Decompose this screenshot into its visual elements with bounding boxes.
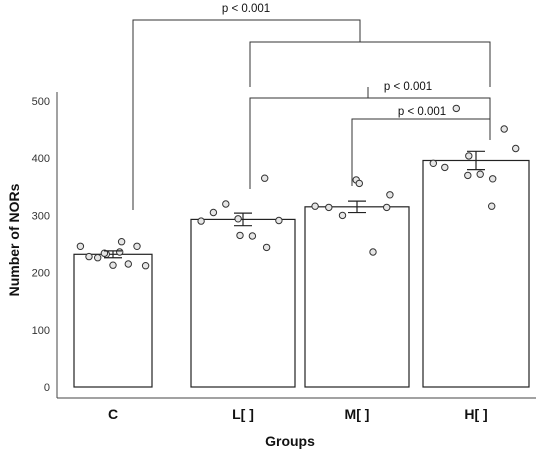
y-tick-label: 500 [32,96,50,108]
data-point [85,252,93,261]
data-point [94,254,102,262]
bars [73,159,530,388]
data-point [338,211,347,220]
error-bar [348,200,366,214]
y-tick-label: 0 [44,382,50,394]
bracket-line [249,41,491,87]
data-point [383,203,391,212]
p-value-label: p < 0.001 [222,3,270,15]
bracket-c-vs-group: p < 0.001 [132,3,361,210]
data-point [476,170,484,178]
data-point [311,202,319,210]
x-tick-label: H[ ] [464,406,487,422]
data-point [261,174,269,182]
data-point [76,242,85,251]
data-point [325,203,333,212]
data-point [465,152,473,160]
bar [422,159,530,388]
significance-brackets: p < 0.001 p < 0.001 p < 0.001 [132,3,491,210]
data-point [197,217,205,225]
data-point [275,216,283,225]
data-point [488,202,496,210]
data-point [452,104,460,113]
data-point [234,215,242,223]
x-tick-label: L[ ] [232,406,254,422]
error-bars [104,150,485,259]
error-bar [234,212,252,227]
bar [190,218,296,388]
error-bar [467,150,485,171]
y-tick-label: 400 [32,153,50,165]
bracket-line [351,118,491,186]
p-value-label: p < 0.001 [384,81,432,93]
data-point [464,171,472,180]
data-point [369,248,377,256]
data-point [141,262,150,270]
data-point [262,243,271,252]
y-tick-label: 100 [32,325,50,337]
data-point [489,175,497,183]
data-point [209,208,218,217]
bracket-l-h-group [249,41,491,87]
bar [304,206,410,388]
data-point [441,163,449,172]
y-tick-label: 300 [32,210,50,222]
x-tick-label: M[ ] [345,406,370,422]
data-point [386,191,394,199]
x-axis-title: Groups [265,433,315,449]
data-point [248,232,257,240]
data-point [500,125,508,133]
data-point [109,261,117,269]
data-point [236,231,244,240]
data-point [100,249,109,257]
data-point [355,179,363,188]
bracket-m-vs-h: p < 0.001 [351,106,491,186]
data-point [429,159,437,168]
data-point [117,238,126,246]
bracket-line [132,19,361,210]
y-tick-label: 200 [32,268,50,280]
data-point [133,242,141,251]
y-axis-title: Number of NORs [6,183,22,296]
data-point [222,200,230,208]
axes: 0 100 200 300 400 500 C L[ ] M[ ] H[ ] [32,92,536,422]
x-tick-label: C [108,406,118,422]
data-point [512,144,520,153]
p-value-label: p < 0.001 [398,106,446,118]
error-bar [104,250,122,259]
bar [73,253,153,388]
data-point [116,248,124,256]
data-point [124,260,133,268]
